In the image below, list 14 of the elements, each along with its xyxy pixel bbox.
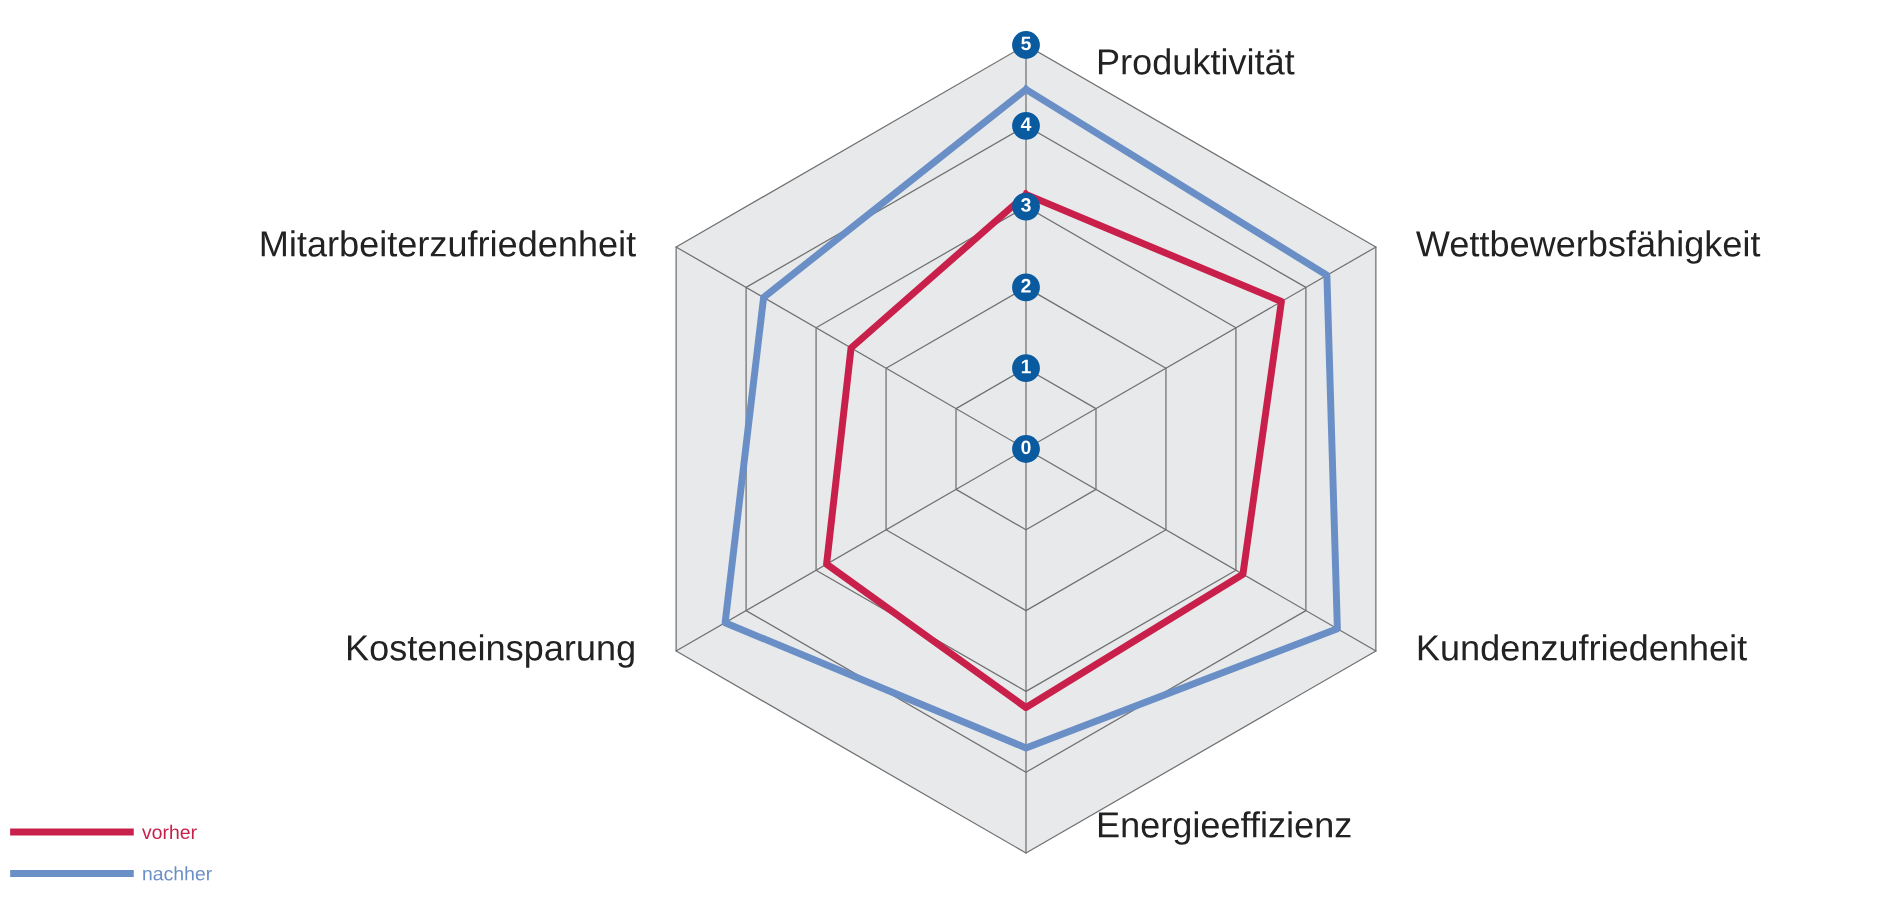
y-tick-label: 1 — [1021, 359, 1031, 374]
spoke-label: Produktivität — [1098, 48, 1295, 75]
y-tick-label: 3 — [1021, 198, 1031, 212]
y-tick-label: 2 — [1021, 278, 1031, 293]
spoke-label: Wettbewerbsfähigkeit — [1416, 230, 1761, 264]
spoke-label: Kundenzufriedenheit — [1418, 634, 1747, 661]
text: vorher — [142, 824, 197, 840]
y-tick-label: 5 — [1021, 36, 1031, 51]
text: nachher — [143, 866, 212, 881]
spoke-label: Kosteneinsparung — [348, 634, 634, 668]
spoke-label: Mitarbeiterzufriedenheit — [261, 230, 636, 257]
y-tick-label: 0 — [1021, 440, 1031, 455]
y-tick-label: 4 — [1020, 117, 1032, 131]
spoke-label: Energieeffizienz — [1098, 811, 1351, 845]
